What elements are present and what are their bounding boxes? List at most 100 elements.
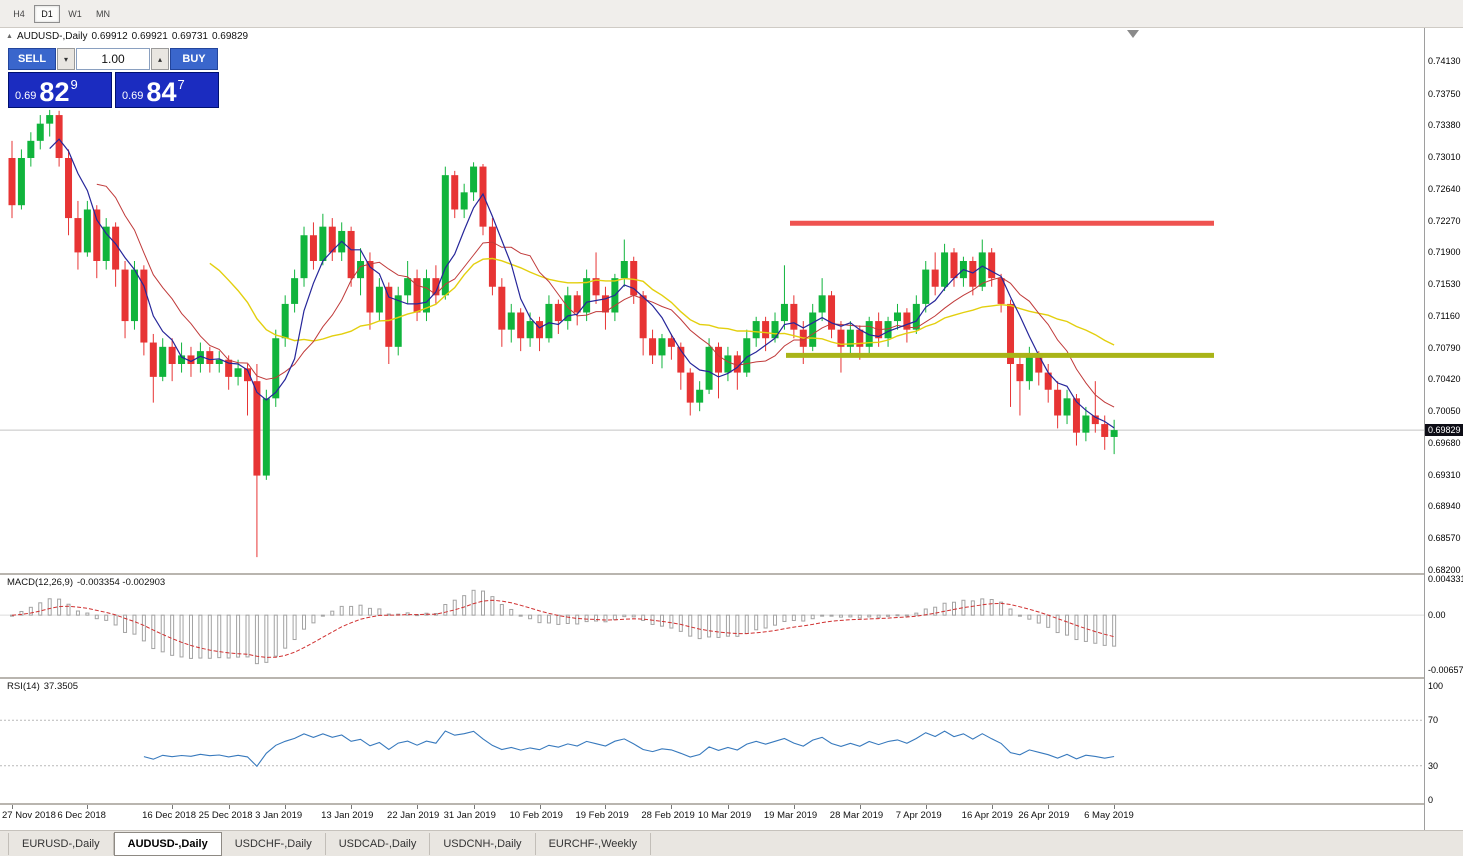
volume-decrease-button[interactable]: ▾ [57,48,75,70]
price-scale-label: 0.71530 [1428,279,1461,290]
chart-workspace: ▲ AUDUSD-,Daily 0.69912 0.69921 0.69731 0.698… [0,28,1463,830]
buy-button[interactable]: BUY [170,48,218,70]
volume-input[interactable] [76,48,150,70]
price-scale-label: 0.72270 [1428,215,1461,226]
chart-open-value: 0.69912 [91,31,128,42]
candlestick-chart[interactable] [0,28,1424,573]
time-scale-tick [925,805,927,809]
price-scale-label: 0.73010 [1428,152,1461,163]
date-axis-label: 10 Mar 2019 [697,810,752,821]
time-scale-tick [417,805,419,809]
time-scale-tick [605,805,607,809]
time-scale-tick [859,805,861,809]
time-scale-tick [12,805,13,809]
time-scale-tick [1048,805,1050,809]
price-scale-label: 0.69680 [1428,437,1461,448]
time-scale-tick [172,805,174,809]
rsi-value: 37.3505 [43,681,79,692]
price-scale-label: 0.70050 [1428,406,1461,417]
buy-price-prefix: 0.69 [122,90,144,102]
price-chart-panel[interactable]: ▲ AUDUSD-,Daily 0.69912 0.69921 0.69731 0.698… [0,28,1424,573]
price-scale-label: 0.70420 [1428,374,1461,385]
date-axis-label: 16 Dec 2018 [142,810,196,821]
macd-indicator-panel[interactable]: MACD(12,26,9) -0.003354 -0.002903 [0,575,1424,677]
panel-splitter[interactable] [0,677,1463,679]
date-axis-label: 3 Jan 2019 [255,810,303,821]
macd-scale-label: 0.00 [1428,610,1446,621]
date-axis-label: 19 Mar 2019 [763,810,818,821]
sell-price-prefix: 0.69 [15,90,37,102]
sell-price-pip-digit: 9 [70,77,78,92]
timeframe-button-w1[interactable]: W1 [68,8,82,19]
date-axis-label: 28 Mar 2019 [829,810,884,821]
date-axis-label: 16 Apr 2019 [961,810,1013,821]
date-axis-label: 27 Nov 2018 [2,810,56,821]
rsi-label: RSI(14) 37.3505 [7,681,82,692]
time-scale-tick [228,805,230,809]
date-axis-label: 22 Jan 2019 [387,810,440,821]
chart-tab-bar: EURUSD-,Daily AUDUSD-,Daily USDCHF-,Daily U… [0,830,1463,856]
trade-controls-row: SELL ▾ ▴ BUY [8,48,219,70]
chart-low-value: 0.69731 [171,31,208,42]
one-click-trading-panel: SELL ▾ ▴ BUY 0.69 82 9 0.69 84 7 [8,48,219,108]
bid-ask-display: 0.69 82 9 0.69 84 7 [8,72,219,108]
sell-price-display[interactable]: 0.69 82 9 [8,72,112,108]
timeframe-button-mn[interactable]: MN [96,8,110,19]
time-scale-tick [793,805,795,809]
chart-symbol-label: AUDUSD-,Daily [16,31,88,42]
time-scale-tick [1114,805,1116,809]
rsi-chart[interactable] [0,679,1424,803]
volume-increase-button[interactable]: ▴ [151,48,169,70]
rsi-scale-label: 30 [1428,760,1439,771]
price-scale-label: 0.72640 [1428,183,1461,194]
price-scale-label: 0.73380 [1428,120,1461,131]
time-scale[interactable]: 27 Nov 2018 6 Dec 2018 16 Dec 2018 25 Dec 2… [0,805,1424,830]
date-axis-label: 6 May 2019 [1084,810,1134,821]
date-axis-label: 26 Apr 2019 [1018,810,1070,821]
rsi-scale-label: 100 [1428,681,1444,691]
panel-splitter[interactable] [0,573,1463,575]
date-axis-label: 7 Apr 2019 [895,810,942,821]
sell-button[interactable]: SELL [8,48,56,70]
buy-price-display[interactable]: 0.69 84 7 [115,72,219,108]
current-price-badge: 0.69829 [1425,424,1463,437]
macd-label: MACD(12,26,9) -0.003354 -0.002903 [7,577,169,588]
chart-tab-usdchf-daily[interactable]: USDCHF-,Daily [222,832,326,855]
chart-tab-eurchf-weekly[interactable]: EURCHF-,Weekly [536,832,651,855]
chart-tab-eurusd-daily[interactable]: EURUSD-,Daily [8,832,114,855]
price-scale-label: 0.71900 [1428,247,1461,258]
timeframe-button-d1[interactable]: D1 [34,4,60,23]
macd-scale-label: 0.004331 [1428,574,1463,584]
price-scale-label: 0.70790 [1428,342,1461,353]
date-axis-label: 19 Feb 2019 [575,810,629,821]
panel-splitter[interactable] [0,803,1463,805]
time-scale-tick [87,805,89,809]
chart-tab-usdcnh-daily[interactable]: USDCNH-,Daily [430,832,536,855]
chart-ohlc-label: ▲ AUDUSD-,Daily 0.69912 0.69921 0.69731 0.698… [6,31,252,42]
macd-values: -0.003354 -0.002903 [77,577,166,588]
macd-name: MACD(12,26,9) [7,577,73,588]
timeframe-button-h4[interactable]: H4 [13,8,25,19]
time-scale-tick [285,805,287,809]
sell-price-big-digits: 82 [39,77,70,108]
time-scale-tick [991,805,993,809]
time-scale-tick [473,805,475,809]
date-axis-label: 28 Feb 2019 [641,810,695,821]
one-click-collapse-icon[interactable]: ▲ [6,33,13,40]
date-axis-label: 31 Jan 2019 [443,810,496,821]
rsi-scale-label: 0 [1428,795,1434,805]
date-axis-label: 10 Feb 2019 [509,810,563,821]
chart-tab-usdcad-daily[interactable]: USDCAD-,Daily [326,832,431,855]
price-scale[interactable]: 0.74130 0.73750 0.73380 0.73010 0.72640 0.722… [1424,28,1463,830]
time-scale-tick [727,805,729,809]
price-scale-label: 0.68200 [1428,565,1461,575]
rsi-name: RSI(14) [7,681,40,692]
time-scale-tick [539,805,541,809]
chart-tab-audusd-daily[interactable]: AUDUSD-,Daily [113,831,222,856]
price-scale-label: 0.69310 [1428,469,1461,480]
rsi-indicator-panel[interactable]: RSI(14) 37.3505 [0,679,1424,803]
macd-chart[interactable] [0,575,1424,677]
date-axis-label: 6 Dec 2018 [57,810,106,821]
